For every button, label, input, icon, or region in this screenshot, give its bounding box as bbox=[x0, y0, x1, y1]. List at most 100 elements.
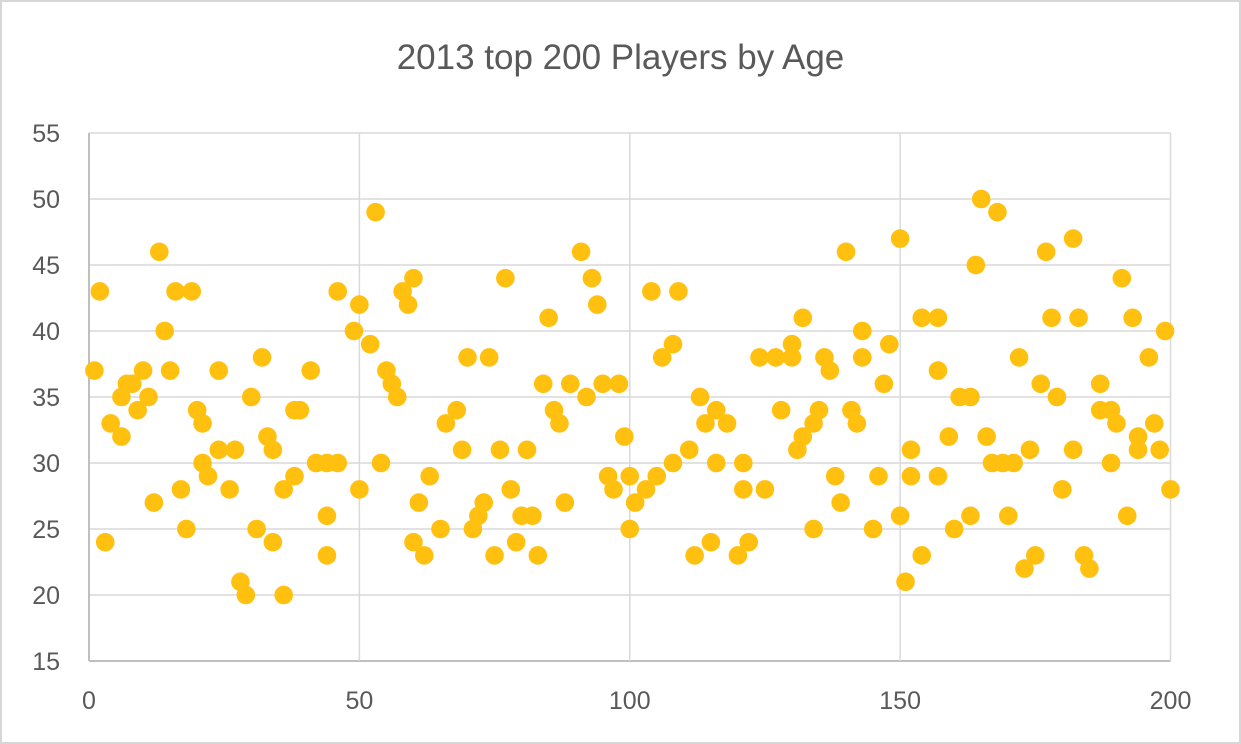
y-axis-tick-label: 30 bbox=[32, 450, 60, 478]
data-point bbox=[241, 387, 261, 407]
data-point bbox=[112, 427, 131, 446]
data-point bbox=[1144, 414, 1164, 433]
data-point bbox=[734, 480, 753, 499]
data-point bbox=[252, 348, 272, 367]
data-point bbox=[977, 427, 996, 446]
data-point bbox=[474, 493, 494, 512]
data-point bbox=[636, 480, 656, 499]
data-point bbox=[928, 308, 948, 328]
data-point bbox=[642, 282, 661, 301]
data-point bbox=[679, 440, 699, 460]
data-point bbox=[734, 453, 753, 473]
data-point bbox=[247, 519, 266, 539]
data-point bbox=[1063, 440, 1083, 460]
y-axis-tick-label: 45 bbox=[32, 252, 60, 280]
data-point bbox=[149, 242, 169, 262]
data-point bbox=[317, 506, 337, 526]
data-point bbox=[912, 546, 932, 565]
x-axis-tick-label: 50 bbox=[345, 687, 373, 715]
data-point bbox=[1080, 559, 1099, 578]
data-point bbox=[414, 546, 434, 565]
data-point bbox=[447, 400, 467, 420]
data-point bbox=[896, 572, 915, 592]
data-point bbox=[890, 229, 910, 248]
data-point bbox=[766, 348, 786, 367]
data-point bbox=[782, 348, 802, 367]
data-point bbox=[1155, 321, 1175, 341]
data-point bbox=[831, 493, 850, 512]
data-point bbox=[750, 348, 769, 367]
data-point bbox=[820, 361, 840, 380]
data-point bbox=[209, 361, 229, 380]
data-point bbox=[1090, 374, 1110, 394]
data-point bbox=[609, 374, 629, 394]
y-axis-tick-label: 55 bbox=[32, 120, 60, 148]
data-point bbox=[1123, 308, 1142, 328]
data-point bbox=[701, 532, 721, 552]
data-point bbox=[582, 268, 602, 288]
data-point bbox=[371, 453, 391, 473]
data-point bbox=[350, 480, 369, 499]
data-point bbox=[901, 440, 921, 460]
data-point bbox=[182, 282, 202, 301]
y-axis-tick-label: 25 bbox=[32, 516, 60, 544]
data-point bbox=[604, 480, 623, 499]
data-point bbox=[209, 440, 229, 460]
data-point bbox=[647, 466, 667, 486]
data-point bbox=[620, 519, 640, 539]
data-point bbox=[452, 440, 472, 460]
data-point bbox=[177, 519, 196, 539]
data-point bbox=[198, 466, 218, 486]
data-point bbox=[793, 308, 813, 328]
data-point bbox=[431, 519, 450, 539]
data-point bbox=[193, 414, 212, 433]
data-point bbox=[1069, 308, 1088, 328]
data-point bbox=[961, 387, 980, 407]
data-point bbox=[220, 480, 239, 499]
data-point bbox=[577, 387, 596, 407]
data-point bbox=[717, 414, 737, 433]
chart-title: 2013 top 200 Players by Age bbox=[396, 38, 845, 77]
data-point bbox=[961, 506, 980, 526]
data-point bbox=[880, 334, 899, 354]
data-point bbox=[350, 295, 369, 314]
x-axis-tick-label: 100 bbox=[609, 687, 651, 715]
data-point bbox=[988, 202, 1007, 222]
data-point bbox=[539, 308, 558, 328]
data-point bbox=[669, 282, 688, 301]
data-point bbox=[458, 348, 477, 367]
data-point bbox=[1009, 348, 1029, 367]
data-point bbox=[506, 532, 526, 552]
data-point bbox=[1107, 414, 1126, 433]
data-point bbox=[755, 480, 775, 499]
data-point bbox=[274, 585, 293, 605]
data-point bbox=[101, 414, 120, 433]
data-point bbox=[528, 546, 548, 565]
data-point bbox=[890, 506, 910, 526]
data-point bbox=[739, 532, 759, 552]
data-point bbox=[85, 361, 104, 380]
data-point bbox=[166, 282, 185, 301]
data-point bbox=[263, 532, 283, 552]
data-point bbox=[404, 532, 423, 552]
y-axis-tick-label: 20 bbox=[32, 582, 60, 610]
data-point bbox=[523, 506, 542, 526]
data-point bbox=[274, 480, 293, 499]
data-point bbox=[485, 546, 504, 565]
data-point bbox=[912, 308, 932, 328]
data-point bbox=[809, 400, 829, 420]
data-point bbox=[1036, 242, 1056, 262]
data-point bbox=[620, 466, 640, 486]
data-point bbox=[1139, 348, 1159, 367]
data-point bbox=[1031, 374, 1051, 394]
data-point bbox=[1053, 480, 1072, 499]
data-point bbox=[409, 493, 429, 512]
data-point bbox=[263, 440, 283, 460]
data-point bbox=[1042, 308, 1061, 328]
data-point bbox=[593, 374, 613, 394]
data-point bbox=[301, 361, 321, 380]
data-point bbox=[328, 282, 348, 301]
data-point bbox=[366, 202, 385, 222]
